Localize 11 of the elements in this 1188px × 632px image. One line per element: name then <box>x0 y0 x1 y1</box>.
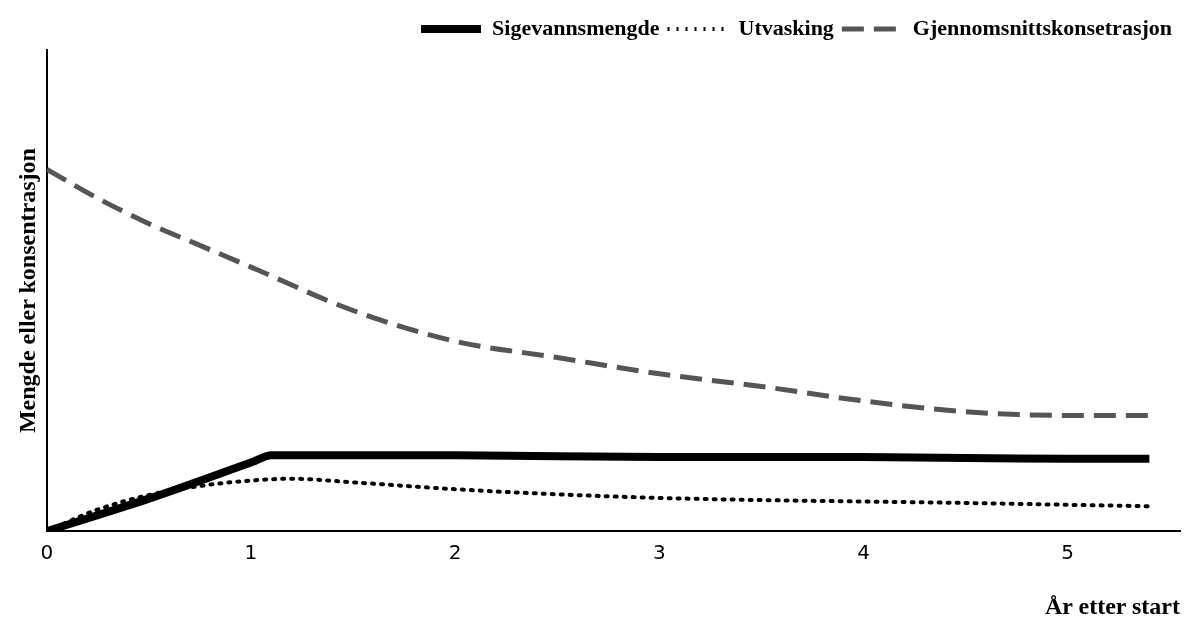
x-axis-title: År etter start <box>1044 592 1180 619</box>
legend-label: Sigevannsmengde <box>492 14 660 40</box>
x-tick-label: 0 <box>40 540 54 565</box>
y-axis-title: Mengde eller konsentrasjon <box>13 148 40 434</box>
x-tick-label: 2 <box>448 540 462 565</box>
legend-label: Gjennomsnittskonsetrasjon <box>912 14 1173 40</box>
x-tick-label: 5 <box>1061 540 1075 565</box>
x-tick-label: 4 <box>857 540 870 565</box>
x-tick-label: 3 <box>652 540 666 565</box>
legend-label: Utvasking <box>738 14 834 40</box>
x-tick-label: 1 <box>244 540 258 565</box>
